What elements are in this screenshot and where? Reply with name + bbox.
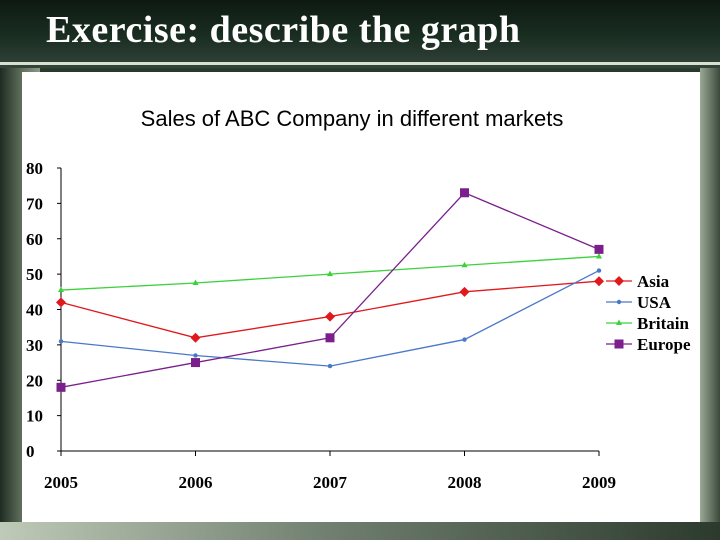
right-decoration <box>700 68 720 540</box>
legend-item-asia: Asia <box>606 272 670 291</box>
y-tick-label: 20 <box>26 371 43 390</box>
x-tick-label: 2006 <box>179 473 213 492</box>
series-europe <box>56 188 604 392</box>
y-tick-label: 60 <box>26 230 43 249</box>
data-point <box>459 286 470 297</box>
y-tick-label: 50 <box>26 265 43 284</box>
x-tick-label: 2005 <box>44 473 78 492</box>
chart-series <box>56 188 604 392</box>
legend-label: Britain <box>637 314 689 333</box>
data-point <box>192 279 199 285</box>
data-point <box>56 297 66 308</box>
data-point <box>327 363 333 369</box>
series-line <box>60 191 600 388</box>
legend-label: Asia <box>637 272 670 291</box>
data-point <box>596 268 602 273</box>
slide-title: Exercise: describe the graph <box>46 9 521 51</box>
series-line <box>60 280 600 339</box>
data-point <box>462 337 467 342</box>
data-point <box>56 382 66 392</box>
y-axis-ticks: 0 10 20 30 40 50 60 70 80 <box>26 159 61 461</box>
content-panel <box>22 72 700 522</box>
data-point <box>594 276 604 287</box>
data-point <box>327 270 333 277</box>
legend-item-usa: USA <box>606 293 672 312</box>
title-underline <box>0 62 720 65</box>
bottom-decoration <box>0 522 720 540</box>
x-tick-label: 2007 <box>313 473 348 492</box>
data-point <box>190 332 201 343</box>
y-tick-label: 40 <box>26 301 43 320</box>
legend-label: USA <box>637 293 672 312</box>
data-point <box>594 244 604 254</box>
data-point <box>191 358 200 368</box>
data-point <box>58 339 64 344</box>
data-point <box>325 311 335 322</box>
legend-label: Europe <box>637 335 691 354</box>
series-asia <box>56 276 604 343</box>
y-tick-label: 0 <box>26 442 35 461</box>
y-tick-label: 80 <box>26 159 43 178</box>
data-point <box>325 333 335 343</box>
data-point <box>596 252 602 259</box>
x-tick-label: 2008 <box>448 473 482 492</box>
data-point <box>616 319 622 325</box>
data-point <box>461 261 468 268</box>
header-band <box>0 0 720 68</box>
data-point <box>58 286 64 293</box>
y-tick-label: 70 <box>26 194 43 213</box>
x-tick-label: 2009 <box>582 473 616 492</box>
data-point <box>616 299 622 305</box>
data-point <box>193 353 198 358</box>
x-axis-ticks: 2005 2006 2007 2008 2009 <box>44 451 616 492</box>
y-tick-label: 10 <box>26 407 43 426</box>
series-britain <box>58 252 602 293</box>
data-point <box>460 188 469 198</box>
chart-axes <box>60 168 599 452</box>
y-tick-label: 30 <box>26 336 43 355</box>
chart-title: Sales of ABC Company in different market… <box>141 106 564 131</box>
legend-item-europe: Europe <box>606 335 691 354</box>
legend-item-britain: Britain <box>606 314 689 333</box>
chart-legend: Asia USA Britain Europe <box>606 272 691 354</box>
series-usa <box>58 268 602 369</box>
data-point <box>614 339 624 349</box>
data-point <box>614 276 624 286</box>
